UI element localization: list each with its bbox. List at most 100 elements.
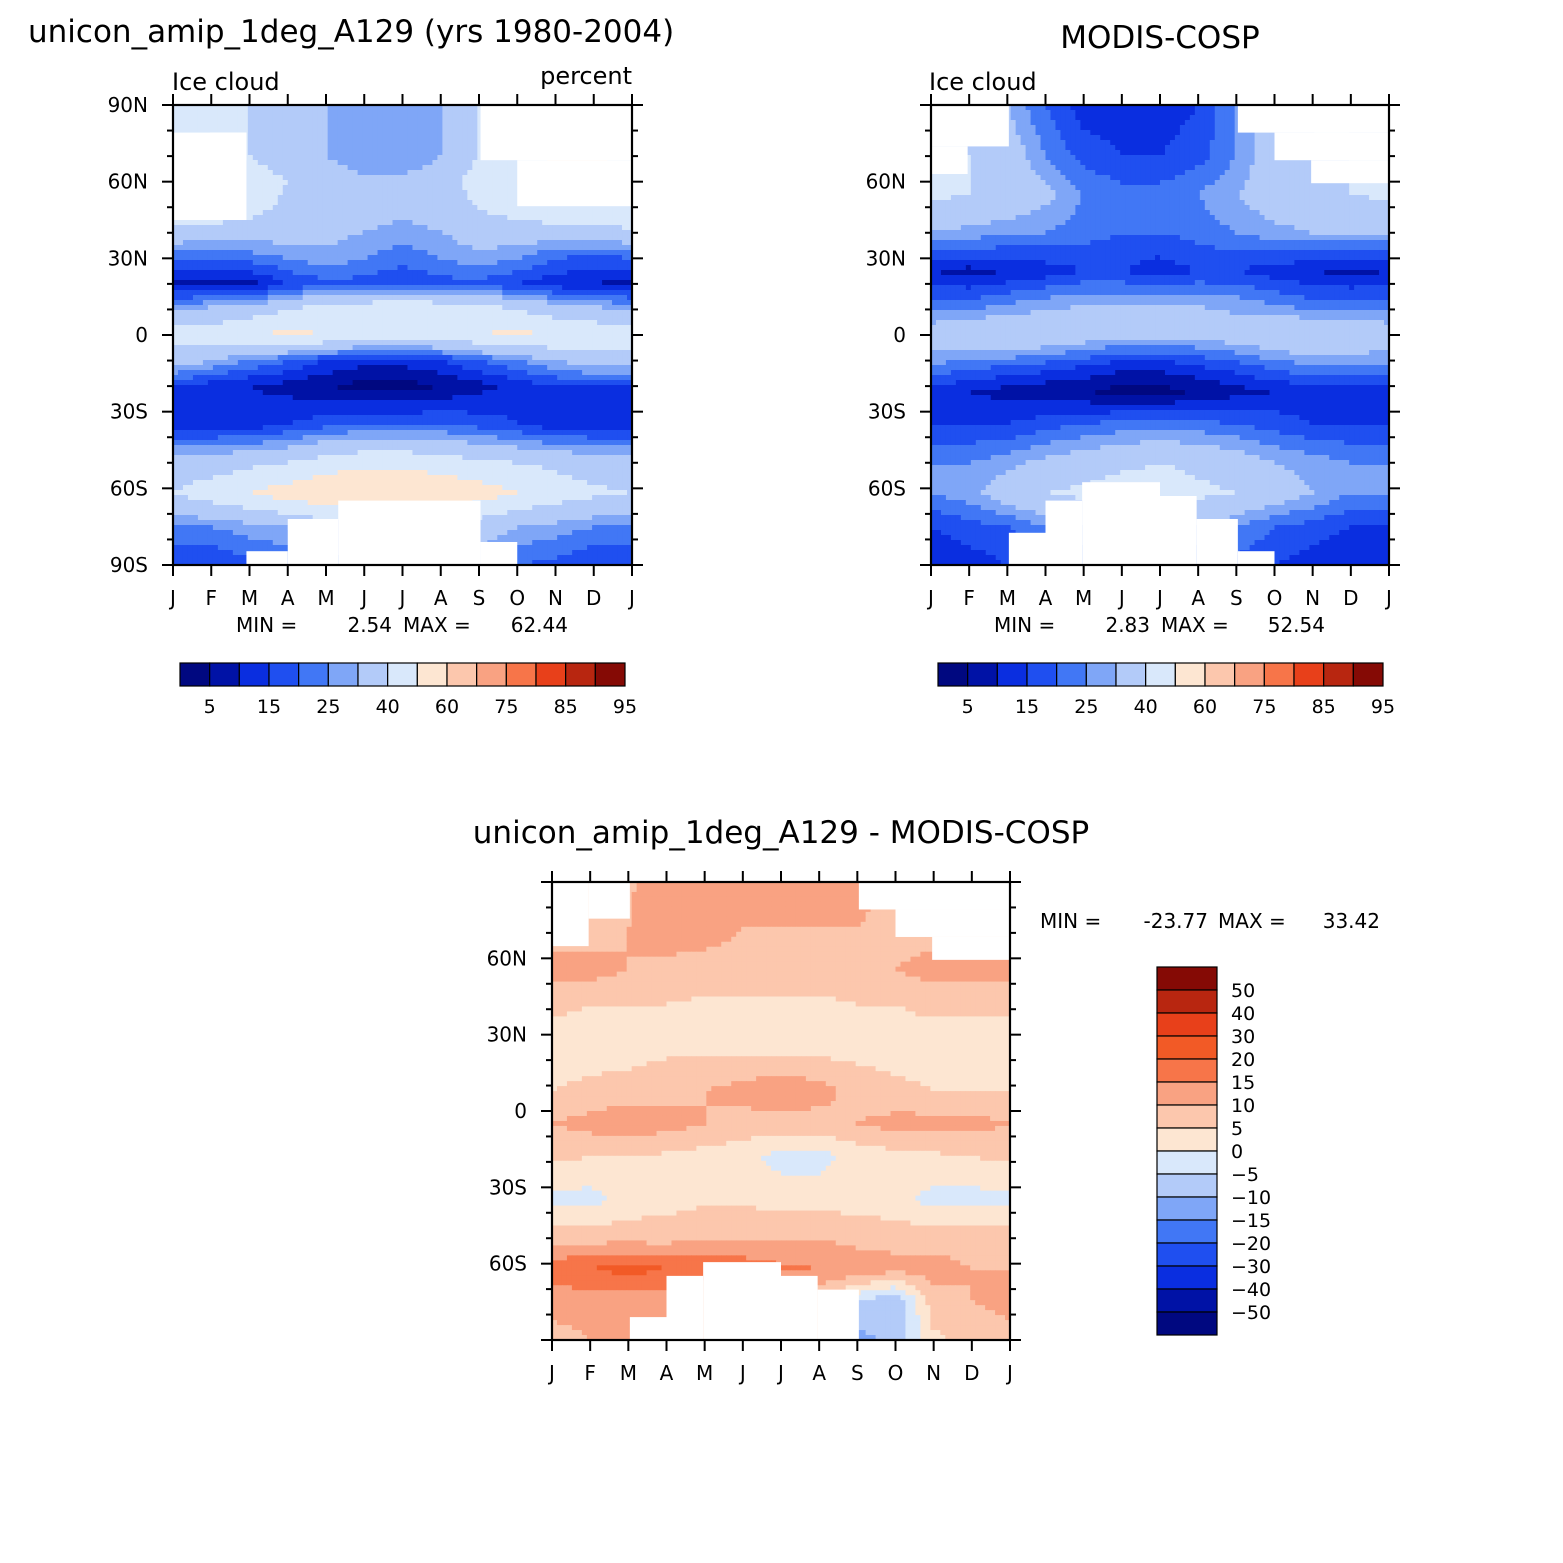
contour-cell (627, 345, 632, 351)
contour-cell (497, 260, 503, 266)
contour-cell (252, 290, 259, 296)
contour-cell (542, 365, 548, 371)
contour-cell (562, 335, 568, 341)
contour-cell (287, 290, 294, 296)
contour-cell (192, 270, 199, 276)
contour-cell (317, 270, 324, 276)
contour-cell (502, 165, 508, 171)
contour-cell (357, 270, 364, 276)
contour-cell (522, 255, 528, 261)
contour-cell (617, 355, 623, 361)
contour-cell (467, 340, 473, 346)
contour-cell (442, 330, 448, 336)
contour-cell (407, 260, 414, 266)
contour-cell (307, 265, 314, 271)
contour-cell (377, 105, 384, 111)
contour-cell (267, 125, 274, 131)
contour-cell (297, 110, 304, 116)
contour-cell (597, 210, 603, 216)
contour-cell (242, 280, 249, 286)
contour-cell (232, 110, 239, 116)
contour-cell (417, 180, 424, 186)
contour-cell (487, 280, 493, 286)
contour-cell (222, 260, 229, 266)
contour-cell (392, 335, 399, 341)
contour-cell (352, 195, 359, 201)
contour-cell (352, 105, 359, 111)
contour-cell (362, 280, 369, 286)
contour-cell (547, 340, 553, 346)
contour-cell (292, 240, 299, 246)
contour-cell (442, 280, 448, 286)
contour-cell (297, 105, 304, 111)
contour-cell (352, 300, 359, 306)
contour-cell (412, 305, 419, 311)
contour-cell (352, 210, 359, 216)
contour-cell (307, 290, 314, 296)
contour-cell (317, 370, 324, 376)
contour-cell (342, 345, 349, 351)
contour-cell (327, 245, 334, 251)
contour-cell (492, 365, 498, 371)
contour-cell (302, 225, 309, 231)
contour-cell (487, 315, 493, 321)
contour-cell (262, 135, 269, 141)
contour-cell (173, 270, 179, 276)
contour-cell (612, 205, 618, 211)
contour-cell (322, 195, 329, 201)
contour-cell (482, 360, 488, 366)
contour-cell (457, 145, 463, 151)
contour-cell (542, 295, 548, 301)
contour-cell (232, 355, 239, 361)
contour-cell (227, 375, 234, 381)
contour-cell (337, 185, 344, 191)
contour-cell (567, 310, 573, 316)
contour-cell (287, 335, 294, 341)
contour-cell (212, 220, 219, 226)
contour-cell (412, 125, 419, 131)
contour-cell (502, 370, 508, 376)
contour-cell (337, 255, 344, 261)
contour-cell (457, 235, 463, 241)
contour-cell (547, 245, 553, 251)
contour-cell (442, 210, 448, 216)
contour-cell (202, 275, 209, 281)
contour-cell (592, 315, 598, 321)
contour-cell (492, 240, 498, 246)
contour-cell (212, 240, 219, 246)
contour-cell (252, 310, 259, 316)
contour-cell (212, 290, 219, 296)
contour-cell (517, 210, 523, 216)
contour-cell (302, 210, 309, 216)
contour-cell (552, 260, 558, 266)
contour-cell (192, 320, 199, 326)
contour-cell (337, 300, 344, 306)
contour-cell (247, 340, 254, 346)
contour-cell (367, 145, 374, 151)
contour-cell (192, 275, 199, 281)
contour-cell (322, 125, 329, 131)
contour-cell (207, 320, 214, 326)
contour-cell (212, 110, 219, 116)
contour-cell (247, 365, 254, 371)
contour-cell (337, 360, 344, 366)
contour-cell (482, 240, 488, 246)
contour-cell (442, 355, 448, 361)
contour-cell (357, 235, 364, 241)
contour-cell (582, 250, 588, 256)
contour-cell (402, 155, 409, 161)
contour-cell (297, 250, 304, 256)
contour-cell (322, 230, 329, 236)
contour-cell (412, 215, 419, 221)
contour-cell (227, 280, 234, 286)
contour-cell (262, 125, 269, 131)
contour-cell (317, 125, 324, 131)
contour-cell (187, 345, 194, 351)
contour-cell (577, 260, 583, 266)
contour-cell (492, 230, 498, 236)
contour-cell (192, 225, 199, 231)
contour-cell (182, 355, 189, 361)
contour-cell (242, 285, 249, 291)
contour-cell (367, 325, 374, 331)
contour-cell (557, 210, 563, 216)
